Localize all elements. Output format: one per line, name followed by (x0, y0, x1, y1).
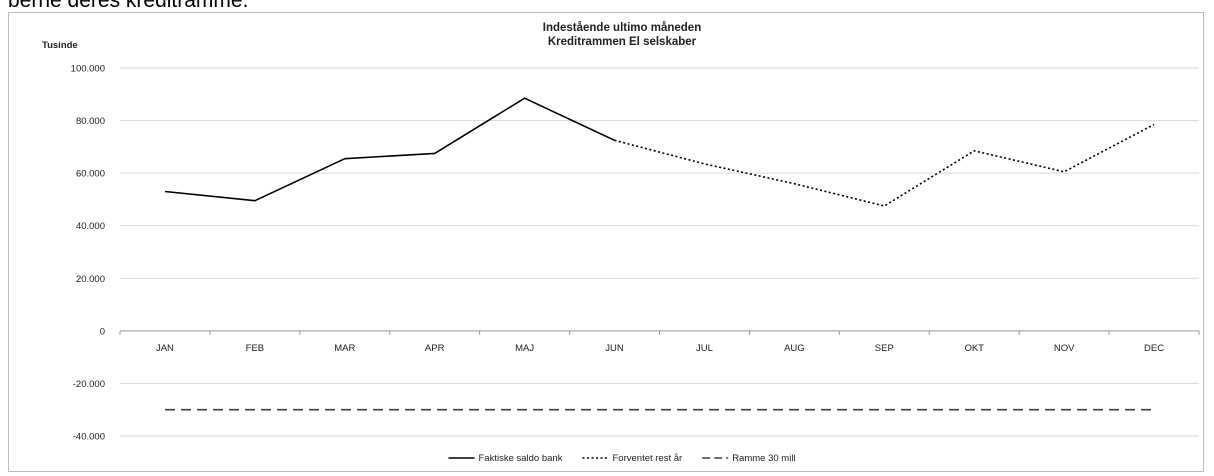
legend: Faktiske saldo bank Forventet rest år Ramm… (448, 453, 796, 464)
x-tick-label: AUG (784, 343, 805, 354)
x-tick-label: SEP (875, 343, 894, 354)
y-axis-unit-label: Tusinde (42, 40, 78, 51)
line-chart: Indestående ultimo måneden Kreditrammen … (42, 22, 1200, 464)
x-tick-label: APR (425, 343, 445, 354)
x-tick-label: DEC (1144, 343, 1164, 354)
x-tick-label: OKT (964, 343, 984, 354)
y-tick-label: 100.000 (71, 64, 105, 75)
x-tick-label: MAR (334, 343, 355, 354)
y-tick-label: 20.000 (76, 274, 105, 285)
series-line (614, 123, 1155, 207)
legend-label: Faktiske saldo bank (479, 453, 563, 464)
y-tick-label: 0 (100, 326, 105, 337)
x-tick-label: NOV (1054, 343, 1075, 354)
x-tick-labels: JAN FEB MAR APR MAJ JUN JUL AUG SEP OKT NOV DEC (156, 343, 1164, 354)
y-tick-label: -20.000 (73, 379, 105, 390)
gridlines (119, 67, 1200, 437)
legend-item: Faktiske saldo bank (448, 453, 563, 464)
x-tick-label: JAN (156, 343, 174, 354)
legend-item: Forventet rest år (582, 453, 683, 464)
y-tick-label: 60.000 (76, 169, 105, 180)
legend-item: Ramme 30 mill (702, 453, 796, 464)
y-tick-labels: 100.000 80.000 60.000 40.000 20.000 0 -20.000 -… (71, 64, 105, 443)
legend-label: Forventet rest år (613, 453, 683, 464)
series-lines (164, 97, 1155, 411)
y-tick-label: 40.000 (76, 221, 105, 232)
x-tick-label: JUL (696, 343, 713, 354)
chart-area: Indestående ultimo måneden Kreditrammen … (8, 12, 1204, 472)
series-line (164, 97, 615, 202)
x-tick-label: FEB (246, 343, 264, 354)
x-tick-label: MAJ (515, 343, 534, 354)
y-tick-label: -40.000 (73, 432, 105, 443)
chart-title-line-1: Indestående ultimo måneden (543, 22, 701, 34)
y-tick-label: 80.000 (76, 116, 105, 127)
top-text: berne deres kreditramme. (8, 0, 249, 12)
legend-label: Ramme 30 mill (732, 453, 795, 464)
chart-title-line-2: Kreditrammen El selskaber (548, 36, 697, 48)
x-tick-label: JUN (605, 343, 624, 354)
